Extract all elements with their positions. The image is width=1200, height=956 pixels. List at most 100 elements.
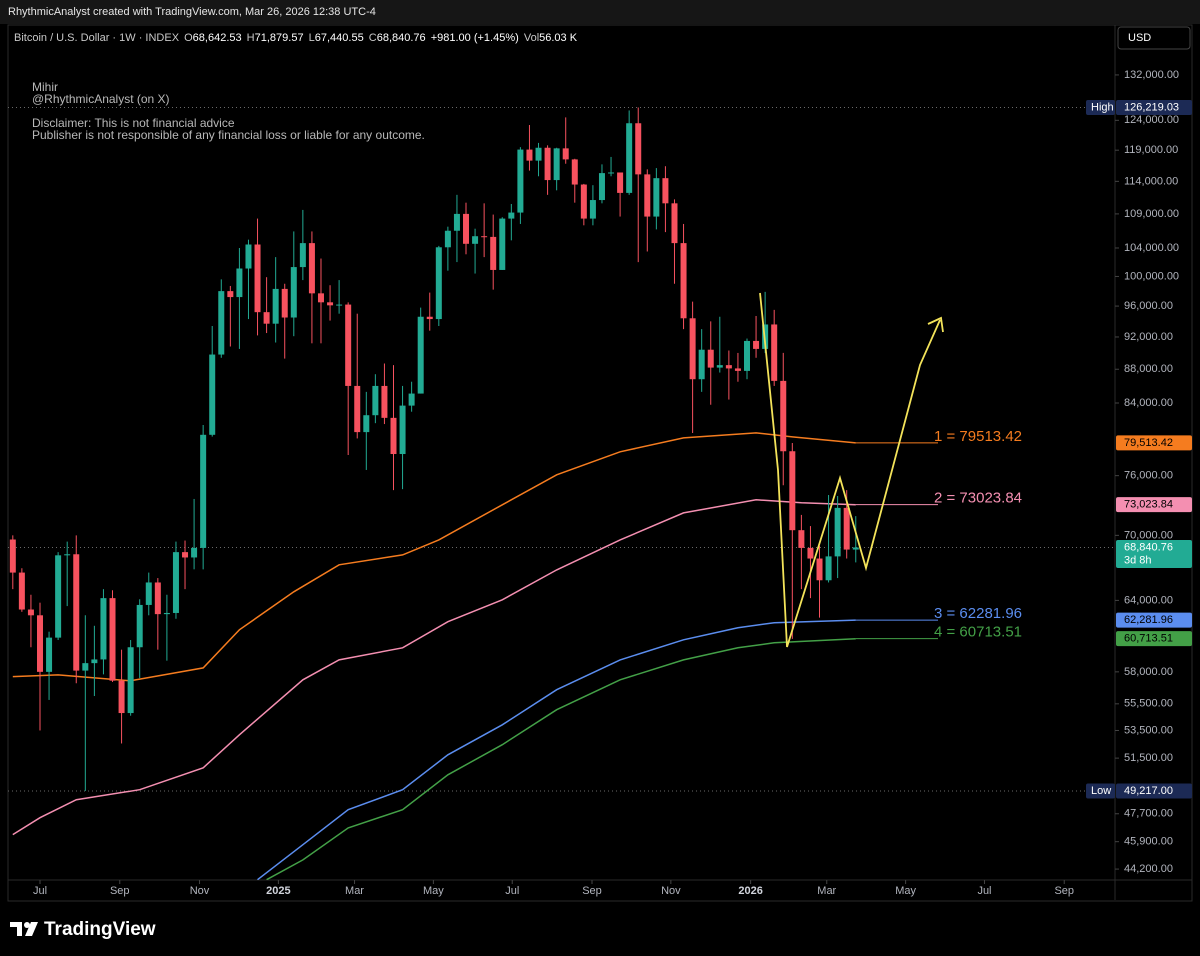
price-tag-label: 73,023.84 <box>1124 499 1173 511</box>
candle-body <box>689 318 696 380</box>
note: Disclaimer: This is not financial advice <box>32 116 235 130</box>
candle-body <box>182 552 189 558</box>
price-tag <box>1116 99 1192 115</box>
candle-body <box>290 267 297 318</box>
price-tag-name-box <box>1086 783 1115 799</box>
candle-body <box>834 507 841 557</box>
candle-body <box>680 243 687 319</box>
volume-value: 56.03 K <box>539 32 578 44</box>
candle-body <box>245 244 252 269</box>
currency-button[interactable] <box>1117 26 1191 50</box>
candle-body <box>734 368 741 371</box>
candle-body <box>64 554 71 556</box>
candle-body <box>381 385 388 418</box>
ohlc-value: 71,879.57 <box>255 32 304 44</box>
y-tick-label: 44,200.00 <box>1124 863 1173 875</box>
frame <box>7 24 1193 902</box>
candle-body <box>145 582 152 605</box>
x-tick-label: May <box>895 885 916 897</box>
candle-body <box>9 539 16 573</box>
price-tag-label: 126,219.03 <box>1124 101 1179 113</box>
candle-body <box>27 609 34 616</box>
candle-body <box>172 552 179 613</box>
x-tick-label: 2026 <box>738 885 762 897</box>
y-tick-label: 104,000.00 <box>1124 242 1179 254</box>
candle-body <box>345 304 352 386</box>
candle-body <box>481 236 488 238</box>
candle-body <box>653 178 660 217</box>
candle-body <box>209 354 216 435</box>
moving-average <box>12 499 856 836</box>
ohlc-key: C <box>369 32 377 44</box>
y-tick-label: 109,000.00 <box>1124 208 1179 220</box>
x-tick-label: Nov <box>190 885 210 897</box>
candle-body <box>227 291 234 298</box>
candle-body <box>118 680 125 714</box>
candle-body <box>598 173 605 201</box>
price-tag-name: Low <box>1091 785 1111 797</box>
candle-body <box>571 159 578 185</box>
y-tick-label: 132,000.00 <box>1124 69 1179 81</box>
candle-body <box>580 184 587 219</box>
candle-body <box>725 365 732 369</box>
candle-body <box>716 365 723 368</box>
candle-body <box>843 507 850 550</box>
candle-body <box>363 415 370 433</box>
logo: TradingView <box>44 919 156 940</box>
y-tick-label: 119,000.00 <box>1124 144 1178 156</box>
drawing-arrow <box>927 316 944 333</box>
candle-body <box>698 349 705 380</box>
candle-body <box>73 554 80 671</box>
price-tag <box>1116 631 1192 647</box>
candle-body <box>499 218 506 270</box>
overlay: 132,000.00 124,000.00 119,000.00 114,000.00… <box>33 69 1192 897</box>
change: +981.00 (+1.45%) <box>431 32 519 44</box>
candle-body <box>589 200 596 219</box>
candle-body <box>281 288 288 318</box>
candle-body <box>254 244 261 313</box>
candle-body <box>743 340 750 371</box>
price-tag <box>1116 539 1192 568</box>
caption: RhythmicAnalyst created with TradingView… <box>8 6 376 18</box>
y-tick-label: 45,900.00 <box>1124 836 1173 848</box>
candle-body <box>526 149 533 161</box>
price-tag-label: 60,713.51 <box>1124 633 1173 645</box>
x-tick-label: Sep <box>582 885 602 897</box>
candle-body <box>789 451 796 531</box>
candle-body <box>426 316 433 320</box>
y-tick-label: 124,000.00 <box>1124 114 1179 126</box>
candle-body <box>218 291 225 355</box>
candle-body <box>635 123 642 175</box>
candle-body <box>453 213 460 231</box>
candle-body <box>490 236 497 270</box>
ohlc-value: 68,840.76 <box>377 32 426 44</box>
candle-body <box>163 612 170 615</box>
y-tick-label: 53,500.00 <box>1124 724 1173 736</box>
candle-body <box>327 302 334 306</box>
x-tick-label: Jul <box>505 885 519 897</box>
x-tick-label: 2025 <box>266 885 290 897</box>
candle-body <box>91 659 98 664</box>
candle-body <box>390 417 397 455</box>
candle-body <box>463 213 470 244</box>
x-tick-label: May <box>423 885 444 897</box>
ohlc-value: 67,440.55 <box>315 32 364 44</box>
candle-body <box>354 385 361 433</box>
candle-body <box>562 148 569 160</box>
candle-body <box>308 243 315 294</box>
candle-body <box>435 247 442 320</box>
candle-body <box>55 555 62 638</box>
candle-body <box>780 380 787 452</box>
y-tick-label: 76,000.00 <box>1124 470 1173 482</box>
price-tag-label: 68,840.76 <box>1124 541 1173 553</box>
price-tag <box>1116 612 1192 628</box>
caption-bar <box>0 0 1200 24</box>
candle-body <box>372 385 379 416</box>
level-label: 3 = 62281.96 <box>934 605 1022 622</box>
candle-body <box>200 434 207 548</box>
candle-body <box>18 572 25 610</box>
price-tag <box>1116 783 1192 799</box>
currency[interactable]: USD <box>1128 32 1151 44</box>
y-tick-label: 70,000.00 <box>1124 529 1173 541</box>
